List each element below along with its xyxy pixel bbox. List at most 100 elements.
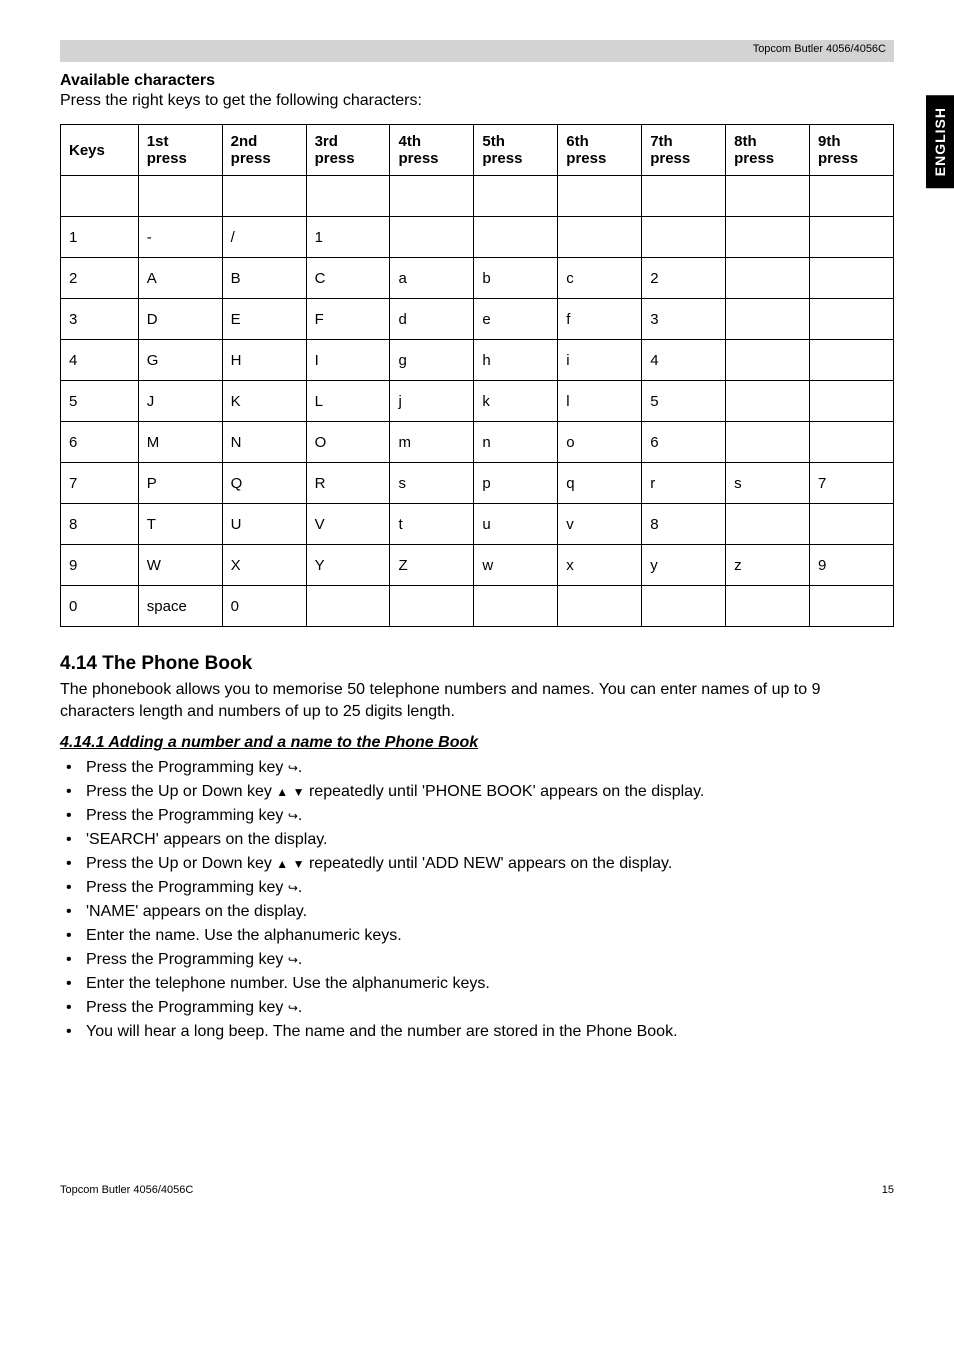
step-item: Press the Programming key ↪. [60, 948, 894, 972]
arrow-up-icon: ▲ [276, 783, 288, 801]
step-item: Press the Programming key ↪. [60, 876, 894, 900]
char-table-row: 7PQRspqrs7 [61, 463, 894, 504]
char-table-cell [726, 258, 810, 299]
char-table-cell: K [222, 381, 306, 422]
char-table-cell: e [474, 299, 558, 340]
char-table-cell: m [390, 422, 474, 463]
available-chars-title: Available characters [60, 72, 894, 90]
char-table-cell: 7 [61, 463, 139, 504]
step-item: Press the Programming key ↪. [60, 756, 894, 780]
step-item: Press the Programming key ↪. [60, 804, 894, 828]
char-table-cell: space [138, 586, 222, 627]
char-table-row [61, 176, 894, 217]
char-table-row: 2ABCabc2 [61, 258, 894, 299]
char-table-cell: x [558, 545, 642, 586]
char-table-cell: i [558, 340, 642, 381]
char-table-cell: E [222, 299, 306, 340]
char-table-row: 0space0 [61, 586, 894, 627]
char-table-cell: X [222, 545, 306, 586]
char-table-cell [558, 217, 642, 258]
char-table-cell [474, 217, 558, 258]
char-table-cell: V [306, 504, 390, 545]
char-table-row: 4GHIghi4 [61, 340, 894, 381]
char-table-header: 6thpress [558, 125, 642, 176]
footer: Topcom Butler 4056/4056C 15 [60, 1184, 894, 1196]
char-table-cell: 5 [61, 381, 139, 422]
char-table-row: 8TUVtuv8 [61, 504, 894, 545]
char-table-cell: Y [306, 545, 390, 586]
char-table-cell: h [474, 340, 558, 381]
header-product: Topcom Butler 4056/4056C [753, 43, 886, 55]
char-table-cell [810, 381, 894, 422]
char-table-cell: b [474, 258, 558, 299]
char-table-cell: D [138, 299, 222, 340]
char-table-cell: v [558, 504, 642, 545]
char-table-cell: d [390, 299, 474, 340]
char-table-cell: 6 [642, 422, 726, 463]
char-table-cell: 0 [222, 586, 306, 627]
char-table-cell [390, 217, 474, 258]
char-table-cell: - [138, 217, 222, 258]
char-table-cell: G [138, 340, 222, 381]
char-table-cell [810, 340, 894, 381]
char-table-cell: H [222, 340, 306, 381]
char-table-cell [726, 340, 810, 381]
char-table-cell [726, 586, 810, 627]
step-item: 'NAME' appears on the display. [60, 900, 894, 924]
header-bar: Topcom Butler 4056/4056C [60, 40, 894, 62]
char-table-header: 1stpress [138, 125, 222, 176]
char-table-cell [726, 176, 810, 217]
char-table-cell: u [474, 504, 558, 545]
programming-key-icon: ↪ [288, 999, 298, 1017]
char-table-row: 6MNOmno6 [61, 422, 894, 463]
char-table-cell [810, 258, 894, 299]
char-table-cell: I [306, 340, 390, 381]
char-table: Keys1stpress2ndpress3rdpress4thpress5thp… [60, 124, 894, 627]
char-table-cell: Z [390, 545, 474, 586]
steps-list: Press the Programming key ↪.Press the Up… [60, 756, 894, 1044]
char-table-cell [810, 217, 894, 258]
char-table-cell: g [390, 340, 474, 381]
char-table-cell: q [558, 463, 642, 504]
char-table-cell [726, 504, 810, 545]
char-table-header: 7thpress [642, 125, 726, 176]
footer-right: 15 [882, 1184, 894, 1196]
step-item: 'SEARCH' appears on the display. [60, 828, 894, 852]
char-table-cell [810, 176, 894, 217]
char-table-cell [726, 381, 810, 422]
char-table-cell: T [138, 504, 222, 545]
char-table-cell [558, 586, 642, 627]
char-table-header: 5thpress [474, 125, 558, 176]
char-table-cell [810, 299, 894, 340]
char-table-cell [474, 176, 558, 217]
arrow-down-icon: ▼ [293, 855, 305, 873]
arrow-up-icon: ▲ [276, 855, 288, 873]
char-table-cell: c [558, 258, 642, 299]
char-table-cell: l [558, 381, 642, 422]
char-table-cell: 9 [810, 545, 894, 586]
char-table-cell: Q [222, 463, 306, 504]
char-table-cell: 4 [61, 340, 139, 381]
programming-key-icon: ↪ [288, 879, 298, 897]
char-table-cell: L [306, 381, 390, 422]
char-table-header: 2ndpress [222, 125, 306, 176]
char-table-row: 1-/1 [61, 217, 894, 258]
subsection-title: 4.14.1 Adding a number and a name to the… [60, 734, 894, 752]
char-table-header: 4thpress [390, 125, 474, 176]
char-table-cell: k [474, 381, 558, 422]
char-table-cell: 4 [642, 340, 726, 381]
char-table-cell: 1 [61, 217, 139, 258]
char-table-cell: 0 [61, 586, 139, 627]
char-table-cell [642, 176, 726, 217]
char-table-cell: w [474, 545, 558, 586]
step-item: Press the Up or Down key ▲ ▼ repeatedly … [60, 852, 894, 876]
char-table-cell: / [222, 217, 306, 258]
language-tab: ENGLISH [926, 95, 954, 188]
step-item: Press the Programming key ↪. [60, 996, 894, 1020]
char-table-cell: 2 [642, 258, 726, 299]
char-table-cell: z [726, 545, 810, 586]
char-table-cell [726, 299, 810, 340]
char-table-cell: P [138, 463, 222, 504]
char-table-cell [642, 217, 726, 258]
char-table-cell [810, 422, 894, 463]
